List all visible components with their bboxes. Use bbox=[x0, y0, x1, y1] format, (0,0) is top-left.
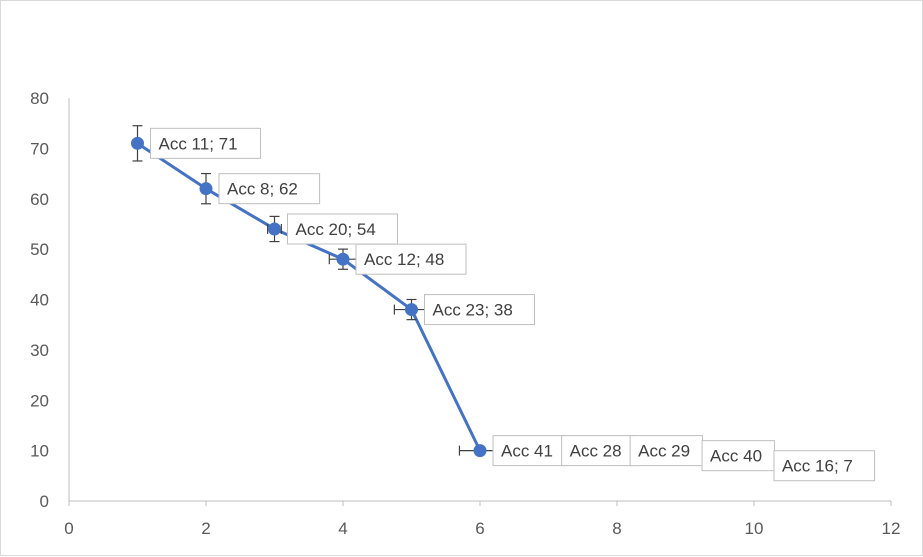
y-tick-label: 10 bbox=[30, 442, 49, 461]
data-point bbox=[473, 444, 487, 458]
data-label-box bbox=[492, 435, 566, 467]
x-tick-label: 10 bbox=[745, 519, 764, 538]
data-label-box bbox=[629, 435, 704, 467]
data-label-box bbox=[218, 173, 321, 205]
data-label-box bbox=[773, 450, 876, 482]
data-label: Acc 11; 71 bbox=[159, 134, 238, 153]
data-label: Acc 12; 48 bbox=[364, 250, 444, 269]
x-tick-label: 4 bbox=[338, 519, 347, 538]
x-tick-label: 8 bbox=[612, 519, 621, 538]
data-label: Acc 23; 38 bbox=[433, 301, 513, 320]
y-tick-label: 70 bbox=[30, 139, 49, 158]
data-label: Acc 8; 62 bbox=[227, 180, 298, 199]
data-point bbox=[131, 136, 144, 150]
y-tick-label: 30 bbox=[30, 341, 49, 360]
y-tick-label: 20 bbox=[30, 391, 49, 410]
data-label-box bbox=[355, 243, 467, 275]
data-label-box bbox=[424, 294, 535, 326]
data-label: Acc 29 bbox=[638, 442, 690, 461]
data-point bbox=[268, 222, 281, 236]
y-tick-label: 0 bbox=[40, 492, 49, 511]
data-point bbox=[199, 182, 213, 196]
data-label: Acc 28 bbox=[570, 442, 622, 461]
x-tick-label: 2 bbox=[201, 519, 210, 538]
data-point bbox=[336, 252, 350, 266]
data-label: Acc 16; 7 bbox=[782, 457, 853, 476]
data-label-box bbox=[701, 440, 775, 472]
x-tick-label: 12 bbox=[882, 519, 901, 538]
data-point bbox=[405, 303, 418, 317]
x-tick-label: 6 bbox=[475, 519, 484, 538]
y-tick-label: 60 bbox=[30, 190, 49, 209]
data-label: Acc 41 bbox=[501, 442, 553, 461]
data-label-box bbox=[150, 127, 261, 159]
y-tick-label: 50 bbox=[30, 240, 49, 259]
data-label: Acc 20; 54 bbox=[296, 220, 376, 239]
x-tick-label: 0 bbox=[64, 519, 73, 538]
y-tick-label: 40 bbox=[30, 291, 49, 310]
y-tick-label: 80 bbox=[30, 89, 49, 108]
data-label-box bbox=[287, 213, 398, 245]
data-label-box bbox=[561, 435, 635, 467]
data-label: Acc 40 bbox=[710, 447, 762, 466]
